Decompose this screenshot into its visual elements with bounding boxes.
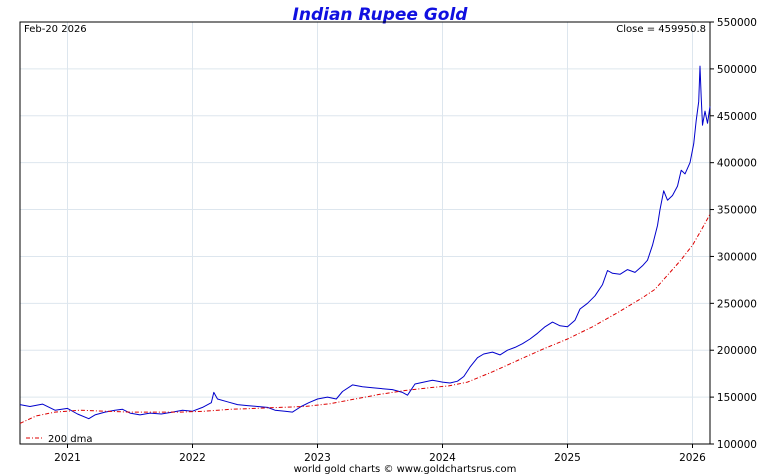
series-line-200-dma (19, 213, 711, 424)
y-tick-label: 150000 (717, 392, 757, 404)
chart-grid (20, 21, 710, 445)
y-tick-label: 300000 (717, 251, 757, 263)
x-axis: 2021 2022 2023 2024 2025 2026 (54, 444, 706, 464)
legend-dma-label: 200 dma (48, 434, 92, 445)
y-tick-label: 500000 (717, 64, 757, 76)
y-tick-label: 450000 (717, 111, 757, 123)
x-tick-label: 2025 (554, 452, 581, 464)
plot-frame (19, 21, 711, 445)
footer-credit: world gold charts © www.goldchartsrus.co… (294, 464, 517, 475)
x-tick-label: 2022 (179, 452, 206, 464)
series-line-indian-rupee-gold (19, 65, 711, 420)
y-tick-label: 350000 (717, 205, 757, 217)
x-tick-label: 2026 (679, 452, 706, 464)
y-tick-label: 200000 (717, 345, 757, 357)
y-tick-label: 100000 (717, 439, 757, 451)
y-tick-label: 400000 (717, 158, 757, 170)
x-tick-label: 2024 (429, 452, 456, 464)
y-tick-label: 550000 (717, 17, 757, 29)
x-tick-label: 2021 (54, 452, 81, 464)
y-tick-label: 250000 (717, 298, 757, 310)
x-tick-label: 2023 (304, 452, 331, 464)
date-label: Feb-20 2026 (24, 24, 87, 35)
close-label: Close = 459950.8 (616, 24, 706, 35)
chart-title: Indian Rupee Gold (293, 5, 469, 25)
y-axis: 100000 150000 200000 250000 300000 350000 4000… (710, 17, 757, 451)
series-layer (19, 65, 711, 424)
